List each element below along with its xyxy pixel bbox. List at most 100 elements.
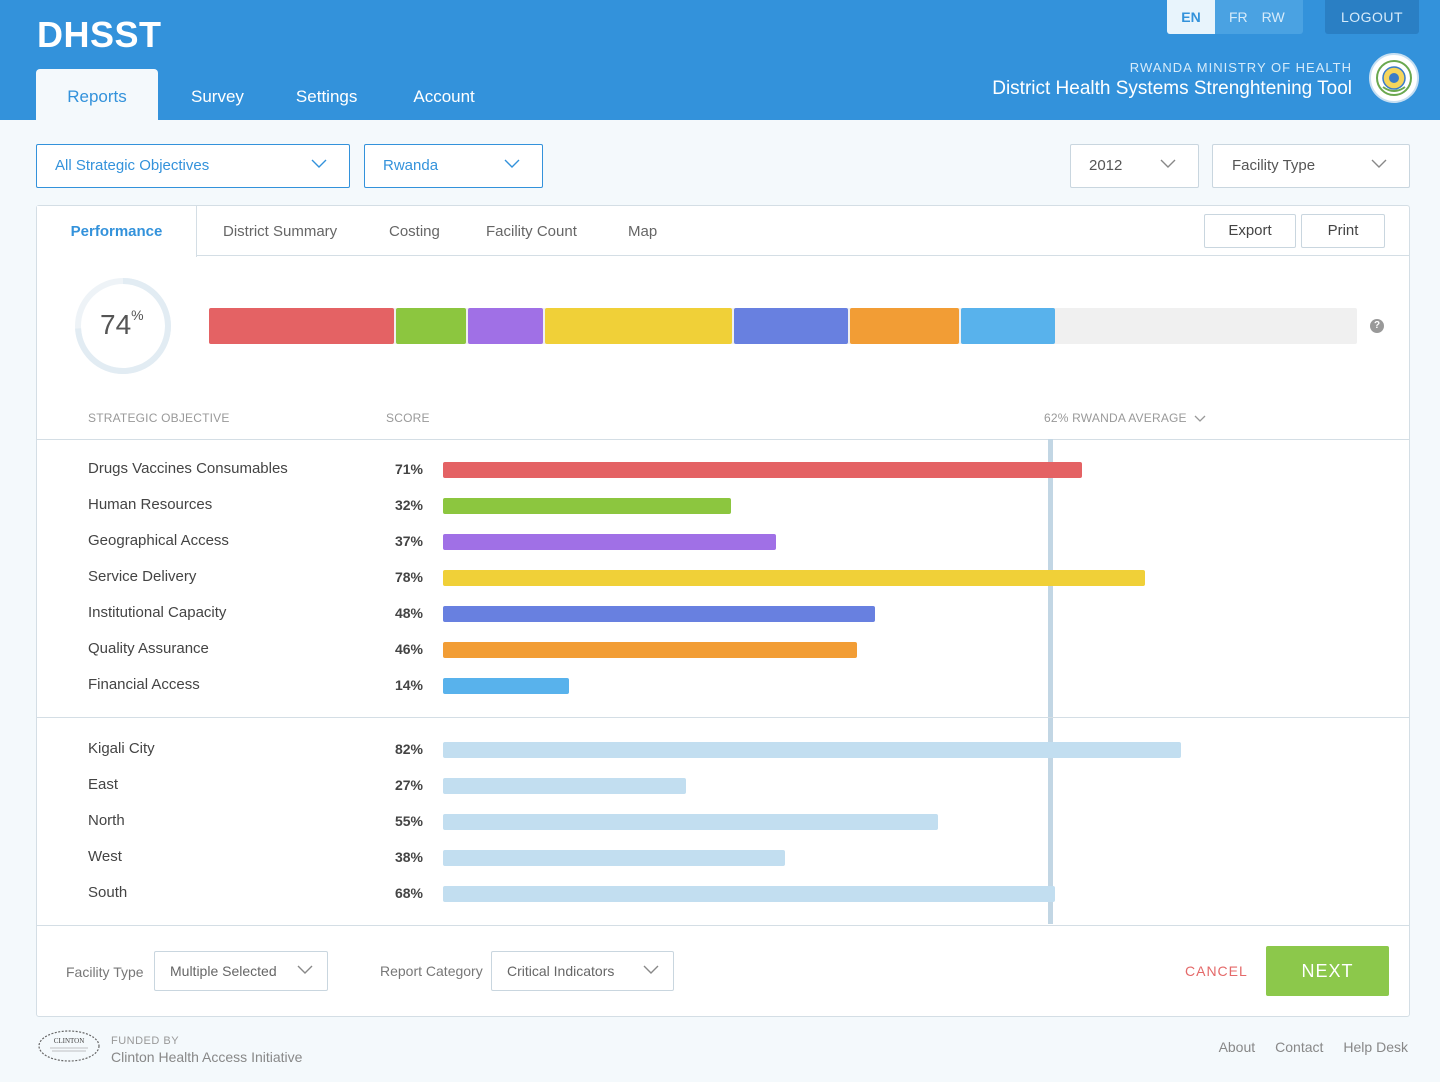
region-row-label: North [88,812,125,829]
chevron-down-icon [1194,415,1206,422]
average-selector[interactable]: 62% RWANDA AVERAGE [1044,411,1206,425]
objective-row-score: 71% [394,461,423,477]
nav-survey[interactable]: Survey [191,87,244,106]
objective-row-bar[interactable] [443,642,857,658]
objective-row-label: Quality Assurance [88,640,209,657]
report-category-select-value: Critical Indicators [507,963,615,979]
overall-score-unit: % [131,306,144,323]
section-divider [37,717,1409,718]
overall-segment[interactable] [209,308,394,344]
cancel-button[interactable]: CANCEL [1185,963,1248,979]
overall-breakdown-bar [209,308,1357,344]
overall-score-value: 74 [100,309,132,340]
region-row-bar[interactable] [443,886,1055,902]
overall-segment[interactable] [545,308,732,344]
objectives-select-value: All Strategic Objectives [55,157,210,174]
footer-links: About Contact Help Desk [1219,1039,1408,1055]
region-row-score: 55% [394,813,423,829]
overall-segment[interactable] [468,308,543,344]
chevron-down-icon [1160,159,1176,168]
objective-row-label: Institutional Capacity [88,604,227,621]
region-row-score: 27% [394,777,423,793]
overall-score: 74% [100,306,144,341]
objective-row-bar[interactable] [443,678,569,694]
facility-multi-select-value: Multiple Selected [170,963,277,979]
ministry-seal-icon [1369,53,1419,103]
objective-row-label: Service Delivery [88,568,197,585]
lang-rw[interactable]: RW [1261,9,1285,25]
chevron-down-icon [311,159,327,168]
region-row-bar[interactable] [443,778,686,794]
objective-row-bar[interactable] [443,498,731,514]
export-button[interactable]: Export [1204,214,1296,248]
ministry-block: RWANDA MINISTRY OF HEALTH District Healt… [992,60,1352,100]
objective-row-score: 37% [394,533,423,549]
app-header: DHSST Reports Survey Settings Account EN… [0,0,1440,120]
language-switcher: EN FR RW [1167,0,1303,34]
average-selector-label: 62% RWANDA AVERAGE [1044,411,1187,425]
footer-link-contact[interactable]: Contact [1275,1039,1324,1055]
objective-row-bar[interactable] [443,570,1145,586]
facility-type-select[interactable]: Facility Type [1212,144,1410,188]
next-button[interactable]: NEXT [1266,946,1389,996]
region-row-bar[interactable] [443,850,785,866]
region-row-score: 68% [394,885,423,901]
region-row-bar[interactable] [443,814,938,830]
funder-name: Clinton Health Access Initiative [111,1049,303,1065]
overall-segment[interactable] [396,308,466,344]
report-panel: Performance District Summary Costing Fac… [36,205,1410,1017]
facility-type-select-value: Facility Type [1232,157,1316,174]
region-row-score: 82% [394,741,423,757]
objectives-select[interactable]: All Strategic Objectives [36,144,350,188]
objective-row-bar[interactable] [443,462,1082,478]
average-marker-line [1048,439,1053,924]
tab-district-summary[interactable]: District Summary [223,223,338,240]
lang-en[interactable]: EN [1167,0,1215,34]
tab-performance[interactable]: Performance [37,206,197,257]
chevron-down-icon [504,159,520,168]
objective-row-label: Human Resources [88,496,213,513]
chevron-down-icon [1371,159,1387,168]
nav-account[interactable]: Account [413,87,475,106]
app-logo[interactable]: DHSST [37,14,162,55]
region-row-bar[interactable] [443,742,1181,758]
ministry-name: RWANDA MINISTRY OF HEALTH [1129,60,1352,75]
print-button[interactable]: Print [1301,214,1385,248]
objective-column-header: STRATEGIC OBJECTIVE [88,411,230,425]
overall-segment[interactable] [961,308,1055,344]
tab-costing[interactable]: Costing [389,223,440,240]
footer-link-help-desk[interactable]: Help Desk [1343,1039,1408,1055]
facility-multi-select[interactable]: Multiple Selected [154,951,328,991]
nav-settings[interactable]: Settings [295,87,358,106]
chevron-down-icon [297,965,313,974]
report-category-select[interactable]: Critical Indicators [491,951,674,991]
objective-row-bar[interactable] [443,534,776,550]
region-row-score: 38% [394,849,423,865]
overall-segment[interactable] [850,308,959,344]
objective-row-score: 78% [394,569,423,585]
footer-link-about[interactable]: About [1218,1039,1256,1055]
tab-map[interactable]: Map [628,223,658,240]
objective-row-label: Geographical Access [88,532,229,549]
lang-fr[interactable]: FR [1229,9,1248,25]
logout-button[interactable]: LOGOUT [1325,0,1419,34]
nav-reports[interactable]: Reports [36,69,158,120]
funded-by-label: FUNDED BY [111,1035,180,1047]
overall-score-donut [75,278,171,374]
year-select-value: 2012 [1089,157,1123,174]
overall-segment[interactable] [734,308,848,344]
objective-row-score: 32% [394,497,423,513]
footer-divider [37,925,1409,926]
report-category-label: Report Category [380,963,483,979]
tool-name: District Health Systems Strenghtening To… [992,78,1352,99]
tab-facility-count[interactable]: Facility Count [486,223,577,240]
objective-row-score: 14% [394,677,423,693]
region-row-label: East [88,776,119,793]
region-row-label: Kigali City [88,740,155,757]
help-icon[interactable]: ? [1370,319,1384,333]
year-select[interactable]: 2012 [1070,144,1199,188]
objective-row-bar[interactable] [443,606,875,622]
objective-row-label: Financial Access [88,676,200,693]
header-divider [37,439,1409,440]
country-select[interactable]: Rwanda [364,144,543,188]
